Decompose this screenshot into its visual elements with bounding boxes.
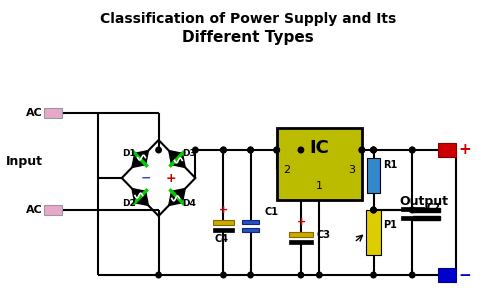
Bar	[242, 220, 259, 224]
Circle shape	[359, 147, 365, 153]
Text: D2: D2	[122, 200, 135, 208]
Text: +: +	[166, 172, 177, 184]
Circle shape	[359, 147, 365, 153]
Text: Output: Output	[399, 196, 448, 208]
Circle shape	[371, 147, 376, 153]
Text: C2: C2	[427, 203, 441, 213]
Text: −: −	[141, 172, 151, 184]
Bar	[242, 228, 259, 232]
Text: D4: D4	[181, 200, 195, 208]
Circle shape	[221, 147, 226, 153]
Bar	[44, 108, 62, 118]
Text: IC: IC	[309, 139, 329, 157]
Text: C1: C1	[264, 207, 278, 217]
Bar	[289, 232, 312, 237]
Polygon shape	[132, 151, 148, 167]
Bar	[44, 205, 62, 215]
Circle shape	[409, 147, 415, 153]
Bar	[289, 240, 312, 244]
Text: +: +	[219, 205, 228, 215]
Text: D1: D1	[122, 148, 135, 158]
Circle shape	[248, 147, 253, 153]
Text: 1: 1	[316, 181, 323, 191]
Text: 2: 2	[284, 165, 290, 175]
Circle shape	[371, 207, 376, 213]
Text: C3: C3	[316, 230, 330, 240]
Polygon shape	[132, 188, 148, 206]
Circle shape	[409, 272, 415, 278]
Bar	[367, 158, 380, 193]
Circle shape	[221, 147, 226, 153]
Text: +: +	[459, 142, 471, 158]
Bar	[438, 143, 456, 157]
Bar	[401, 216, 424, 220]
Bar	[401, 207, 424, 211]
Polygon shape	[169, 151, 185, 167]
Text: −: −	[459, 268, 471, 283]
Circle shape	[248, 147, 253, 153]
Text: +: +	[297, 217, 307, 227]
Circle shape	[221, 272, 226, 278]
Polygon shape	[169, 188, 185, 206]
Text: Input: Input	[5, 155, 42, 169]
Bar	[213, 220, 234, 225]
Bar	[213, 228, 234, 232]
Text: D3: D3	[182, 148, 195, 158]
Bar	[413, 216, 440, 220]
Circle shape	[371, 147, 376, 153]
Circle shape	[156, 272, 161, 278]
Circle shape	[274, 147, 279, 153]
Text: AC: AC	[25, 108, 42, 118]
Circle shape	[156, 147, 161, 153]
Circle shape	[409, 147, 415, 153]
Circle shape	[298, 147, 304, 153]
Text: Classification of Power Supply and Its: Classification of Power Supply and Its	[99, 12, 396, 26]
Text: P1: P1	[383, 220, 397, 230]
Circle shape	[371, 272, 376, 278]
Circle shape	[371, 207, 376, 213]
Circle shape	[248, 272, 253, 278]
Text: R1: R1	[383, 160, 397, 170]
Text: 3: 3	[348, 165, 355, 175]
Text: Different Types: Different Types	[182, 30, 313, 45]
Circle shape	[371, 147, 376, 153]
Bar	[413, 208, 440, 212]
Text: AC: AC	[25, 205, 42, 215]
Bar	[438, 268, 456, 282]
Text: C4: C4	[215, 234, 228, 244]
Bar	[366, 210, 381, 255]
Circle shape	[409, 207, 415, 213]
Circle shape	[317, 272, 322, 278]
Circle shape	[274, 147, 279, 153]
Bar	[276, 128, 362, 200]
Circle shape	[192, 147, 198, 153]
Circle shape	[298, 272, 304, 278]
